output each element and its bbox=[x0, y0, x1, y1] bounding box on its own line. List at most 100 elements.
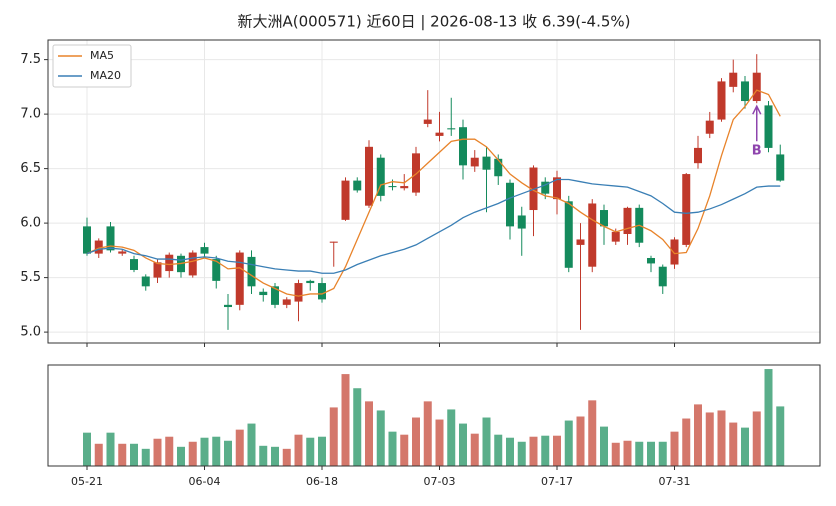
volume-bar bbox=[400, 434, 409, 466]
candle-body bbox=[153, 262, 162, 278]
volume-bar bbox=[752, 411, 761, 466]
plot-frame bbox=[47, 364, 821, 467]
candle-body bbox=[306, 280, 315, 284]
candle-body bbox=[365, 146, 373, 206]
volume-bar bbox=[224, 440, 232, 466]
y-tick-label: 7.0 bbox=[20, 107, 41, 122]
volume-bar bbox=[658, 441, 667, 466]
volume-bar bbox=[517, 441, 526, 466]
candle-body bbox=[729, 72, 738, 87]
y-tick-label: 5.0 bbox=[20, 325, 41, 340]
volume-bar bbox=[188, 441, 197, 466]
candle-body bbox=[106, 226, 115, 251]
candle-body bbox=[682, 174, 691, 245]
candle-body bbox=[341, 180, 350, 220]
volume-bar bbox=[776, 406, 785, 466]
candle-body bbox=[752, 72, 761, 102]
candle-body bbox=[388, 186, 397, 188]
volume-bar bbox=[482, 417, 491, 466]
candle-body bbox=[130, 259, 138, 270]
y-tick-label: 5.5 bbox=[20, 270, 41, 285]
candle-body bbox=[165, 254, 174, 272]
volume-bar bbox=[553, 435, 561, 466]
candle-body bbox=[447, 128, 456, 130]
candle-body bbox=[482, 156, 491, 170]
candle-body bbox=[600, 210, 608, 227]
candle-body bbox=[353, 180, 362, 191]
candle-body bbox=[658, 266, 667, 287]
volume-bar bbox=[153, 438, 162, 466]
volume-bar bbox=[212, 436, 221, 466]
annotation-arrowhead bbox=[752, 104, 762, 115]
volume-bar bbox=[235, 429, 244, 466]
volume-bar bbox=[259, 445, 268, 466]
volume-bar bbox=[118, 443, 127, 466]
volume-bar bbox=[294, 434, 303, 466]
legend-label: MA5 bbox=[90, 49, 114, 62]
volume-bar bbox=[564, 420, 573, 466]
candle-body bbox=[647, 257, 655, 264]
candle-body bbox=[506, 182, 514, 227]
candle-body bbox=[670, 239, 679, 265]
volume-bar bbox=[165, 436, 174, 466]
volume-bar bbox=[741, 427, 749, 466]
volume-bar bbox=[717, 410, 726, 466]
candle-body bbox=[318, 283, 326, 300]
ma-line bbox=[86, 178, 781, 274]
volume-bar bbox=[306, 437, 315, 466]
volume-bar bbox=[647, 441, 655, 466]
volume-bar bbox=[247, 423, 256, 466]
volume-bar bbox=[83, 432, 91, 466]
volume-bar bbox=[106, 432, 115, 466]
volume-bar bbox=[576, 416, 585, 466]
x-tick-label: 06-04 bbox=[189, 475, 221, 488]
volume-bar bbox=[764, 369, 773, 466]
volume-bar bbox=[588, 400, 597, 466]
candle-body bbox=[576, 239, 585, 245]
volume-bar bbox=[729, 422, 738, 466]
candle-body bbox=[741, 81, 749, 102]
legend-label: MA20 bbox=[90, 69, 121, 82]
volume-bar bbox=[329, 407, 338, 466]
volume-bar bbox=[200, 437, 209, 466]
plot-frame bbox=[47, 39, 821, 344]
x-tick-label: 07-03 bbox=[424, 475, 456, 488]
y-tick-label: 6.0 bbox=[20, 216, 41, 231]
volume-bar bbox=[341, 374, 350, 466]
candle-body bbox=[564, 201, 573, 268]
volume-bar bbox=[365, 401, 373, 466]
volume-bar bbox=[271, 446, 279, 466]
volume-bar bbox=[541, 435, 550, 466]
candle-body bbox=[412, 153, 420, 193]
candle-body bbox=[94, 240, 103, 254]
candle-body bbox=[694, 147, 702, 164]
candle-body bbox=[141, 276, 150, 287]
candle-body bbox=[705, 120, 714, 134]
candle-body bbox=[212, 259, 221, 281]
candle-body bbox=[494, 158, 503, 177]
candle-body bbox=[400, 186, 409, 189]
y-tick-label: 7.5 bbox=[20, 52, 41, 67]
candle-body bbox=[541, 181, 550, 194]
volume-bar bbox=[447, 409, 456, 466]
candle-body bbox=[611, 231, 620, 242]
candle-body bbox=[623, 207, 632, 235]
volume-bar bbox=[412, 417, 420, 466]
volume-bar bbox=[670, 431, 679, 466]
candle-body bbox=[235, 252, 244, 305]
candle-body bbox=[282, 299, 291, 305]
candle-body bbox=[118, 251, 127, 254]
volume-bar bbox=[506, 437, 514, 466]
volume-bar bbox=[376, 410, 385, 466]
volume-bar bbox=[470, 433, 479, 466]
candle-body bbox=[83, 226, 91, 254]
candle-body bbox=[259, 291, 268, 296]
candle-body bbox=[271, 286, 279, 305]
x-tick-label: 07-31 bbox=[659, 475, 691, 488]
candle-body bbox=[459, 127, 467, 166]
volume-bar bbox=[388, 431, 397, 466]
candle-body bbox=[247, 256, 256, 287]
candle-body bbox=[776, 154, 785, 181]
candle-body bbox=[188, 252, 197, 276]
